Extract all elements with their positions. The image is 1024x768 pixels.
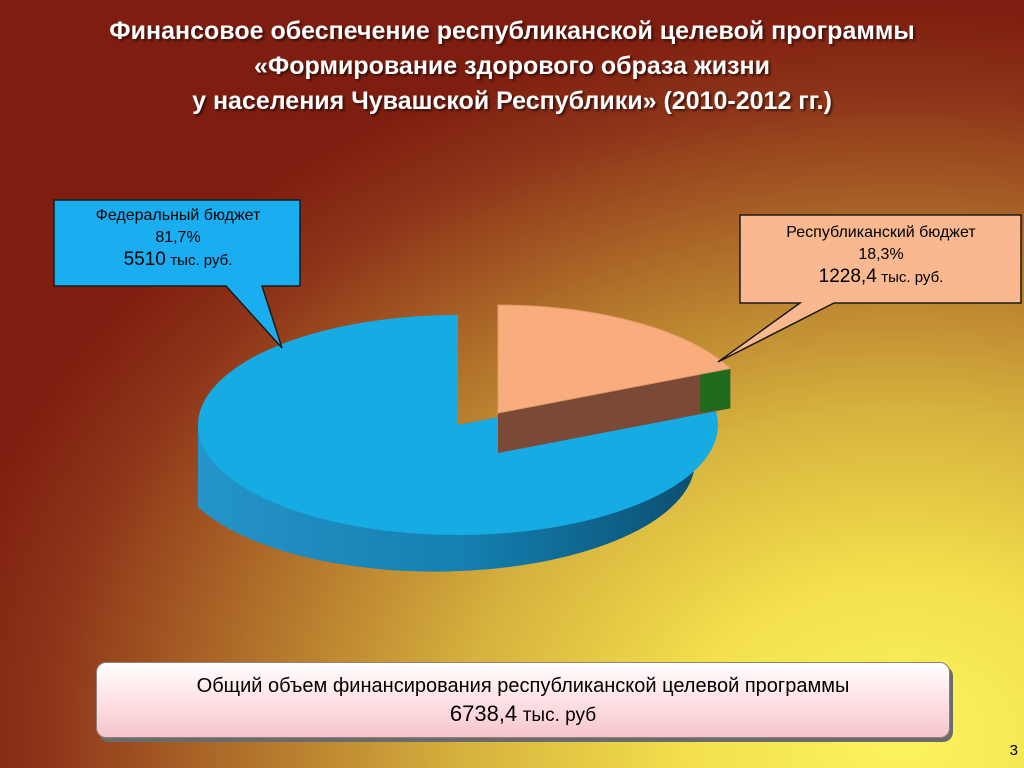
republican-callout bbox=[717, 214, 1022, 363]
federal-percent: 81,7% bbox=[155, 229, 201, 246]
republican-percent: 18,3% bbox=[858, 246, 904, 263]
federal-unit: тыс. руб. bbox=[170, 252, 233, 269]
federal-slice bbox=[197, 315, 718, 535]
republican-slice-side bbox=[700, 368, 731, 413]
republican-unit: тыс. руб. bbox=[881, 269, 944, 286]
total-unit: тыс. руб bbox=[522, 705, 597, 726]
total-budget-box: Общий объем финансирования республиканск… bbox=[96, 662, 950, 738]
republican-slice-cut bbox=[498, 368, 731, 453]
title-line-2: «Формирование здорового образа жизни bbox=[254, 52, 770, 80]
republican-label: Республиканский бюджет bbox=[786, 224, 976, 241]
federal-callout bbox=[53, 199, 301, 349]
total-value: 6738,4 bbox=[449, 701, 518, 726]
total-label: Общий объем финансирования республиканск… bbox=[196, 675, 850, 697]
republican-callout-text: Республиканский бюджет 18,3% 1228,4 тыс.… bbox=[742, 222, 1020, 289]
federal-callout-text: Федеральный бюджет 81,7% 5510 тыс. руб. bbox=[56, 205, 300, 272]
federal-value: 5510 bbox=[123, 249, 166, 270]
page-number: 3 bbox=[1009, 742, 1018, 759]
federal-label: Федеральный бюджет bbox=[95, 207, 261, 224]
title-line-1: Финансовое обеспечение республиканской ц… bbox=[109, 17, 915, 45]
republican-value: 1228,4 bbox=[818, 266, 877, 287]
slide-title: Финансовое обеспечение республиканской ц… bbox=[0, 14, 1024, 119]
title-line-3: у населения Чувашской Республики» (2010-… bbox=[192, 87, 832, 115]
republican-slice bbox=[497, 304, 732, 414]
